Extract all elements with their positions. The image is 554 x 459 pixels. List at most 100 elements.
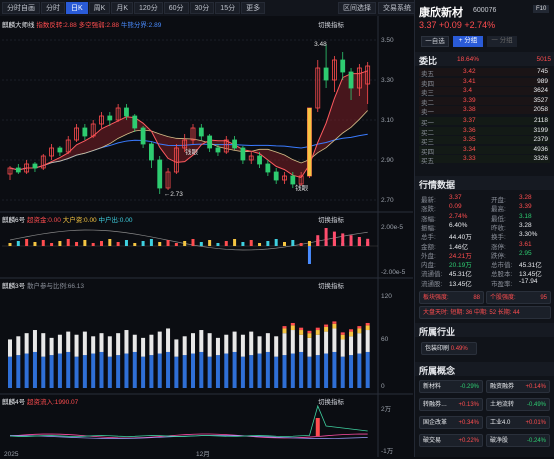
- stack-bar-white: [191, 333, 195, 354]
- ask-row[interactable]: 卖三 3.4 3624: [419, 87, 550, 97]
- switch-indicator-button-4[interactable]: 切换指标: [318, 399, 344, 406]
- bid-row[interactable]: 买二 3.36 3199: [419, 126, 550, 137]
- stack-bar-white: [116, 333, 121, 356]
- stack-bar-blue: [157, 353, 162, 388]
- chart-svg[interactable]: 3.503.303.102.902.703.48←2.73钱眼钱眼2.00e-5…: [0, 16, 413, 458]
- switch-indicator-button-1[interactable]: 切换指标: [318, 22, 344, 29]
- tab-6[interactable]: 60分: [163, 2, 189, 14]
- concept-tag[interactable]: 融资融券 +0.14%: [486, 380, 550, 393]
- stack-bar-white: [207, 333, 212, 357]
- tab-4[interactable]: 月K: [111, 2, 134, 14]
- tab-9[interactable]: 更多: [241, 2, 266, 14]
- stack-bar-blue: [116, 355, 121, 388]
- tab-7[interactable]: 30分: [189, 2, 215, 14]
- candle-body: [99, 115, 104, 125]
- tab-0[interactable]: 分时自画: [2, 2, 40, 14]
- concept-tag[interactable]: 新材料 -0.29%: [419, 380, 483, 393]
- flow-line-3: [9, 404, 368, 437]
- watchlist-button[interactable]: 一自选: [421, 36, 449, 47]
- stack-bar-white: [265, 333, 270, 352]
- stack-bar-white: [299, 334, 304, 352]
- concept-tag[interactable]: 工业4.0 +0.01%: [486, 416, 550, 429]
- quote-cell: 44.40万: [449, 234, 472, 242]
- candle-body: [124, 107, 129, 117]
- concept-name: 土地流转: [490, 402, 515, 408]
- stack-bar-white: [282, 333, 287, 356]
- switch-indicator-button-3[interactable]: 切换指标: [318, 283, 344, 290]
- concept-tag[interactable]: 土地流转 -0.49%: [486, 398, 550, 411]
- quote-row: 流通股: 13.45亿 市盈率: -17.94: [419, 278, 550, 288]
- stack-bar-red: [357, 326, 362, 329]
- price-line: 3.37 +0.09 +2.74%: [419, 20, 496, 30]
- quote-cell: 最高:: [491, 206, 506, 214]
- quote-cell: 金额:: [421, 243, 436, 251]
- group-remove-button[interactable]: 一 分组: [487, 36, 517, 47]
- concept-tag[interactable]: 破净股 -0.24%: [486, 434, 550, 447]
- quote-row: 内盘: 20.19万 总市值: 45.31亿: [419, 259, 550, 269]
- stack-bar-red: [340, 332, 345, 335]
- bid-row[interactable]: 买一 3.37 2118: [419, 117, 550, 127]
- stack-bar-white: [91, 336, 96, 354]
- stack-bar-blue: [365, 351, 370, 388]
- stack-bar-blue: [174, 356, 179, 388]
- toolbar-right-button-1[interactable]: 交易系统: [378, 2, 416, 14]
- stack-bar-white: [199, 330, 204, 352]
- candle-body: [115, 107, 121, 121]
- concept-change: -0.29%: [459, 384, 479, 390]
- ask-row[interactable]: 卖二 3.39 3527: [419, 96, 550, 107]
- book-cell: 买一: [421, 120, 434, 127]
- concept-tag[interactable]: 转融券… +0.13%: [419, 398, 483, 411]
- quote-cell: 13.45亿: [449, 280, 472, 288]
- stack-bar-white: [315, 334, 320, 356]
- quote-cell: 总手:: [421, 234, 436, 242]
- concept-name: 破交易: [423, 438, 442, 444]
- concept-tag[interactable]: 破交易 +0.22%: [419, 434, 483, 447]
- concept-name: 工业4.0: [490, 420, 511, 426]
- candle-body: [240, 147, 246, 161]
- tab-2[interactable]: 日K: [66, 2, 88, 14]
- group-button[interactable]: + 分组: [453, 36, 483, 47]
- indicator-bar: [16, 241, 20, 246]
- annotation-mark: 钱眼: [295, 183, 309, 192]
- bid-row[interactable]: 买五 3.33 3326: [419, 155, 550, 165]
- book-cell: 3.42: [463, 68, 476, 75]
- indicator-bar: [166, 240, 170, 246]
- stack-bar-blue: [66, 351, 71, 388]
- ask-row[interactable]: 卖四 3.41 989: [419, 77, 550, 88]
- candle-body: [57, 147, 63, 153]
- bid-row[interactable]: 买四 3.34 4936: [419, 145, 550, 156]
- industry-tag[interactable]: 包装印刷 0.49%: [421, 342, 477, 355]
- tab-5[interactable]: 120分: [134, 2, 163, 14]
- book-cell: 卖二: [421, 99, 434, 107]
- y-tick-label: 3.50: [381, 37, 394, 44]
- tab-8[interactable]: 15分: [215, 2, 241, 14]
- tab-3[interactable]: 周K: [88, 2, 111, 14]
- concept-name: 破净股: [490, 438, 509, 444]
- candle-body: [356, 67, 362, 89]
- stack-bar-white: [41, 333, 46, 357]
- indicator-bar: [233, 239, 237, 246]
- concept-header: 所属概念: [415, 362, 554, 376]
- concept-change: -0.49%: [526, 402, 546, 408]
- book-cell: 买三: [421, 139, 434, 146]
- candle-body: [215, 147, 221, 153]
- bid-row[interactable]: 买三 3.35 2379: [419, 136, 550, 146]
- stack-bar-blue: [340, 356, 345, 388]
- concept-tag[interactable]: 国企改革 +0.34%: [419, 416, 483, 429]
- stack-bar-white: [340, 339, 345, 357]
- quote-cell: 最低:: [491, 215, 506, 223]
- stack-bar-blue: [141, 356, 146, 388]
- y-tick-label: -2.00e-5: [381, 269, 406, 276]
- ask-row[interactable]: 卖五 3.42 745: [419, 68, 550, 78]
- stack-bar-blue: [8, 356, 12, 388]
- toolbar-right-button-0[interactable]: 区间选择: [338, 2, 376, 14]
- ask-row[interactable]: 卖一 3.38 2058: [419, 106, 550, 116]
- stack-bar-blue: [91, 353, 96, 388]
- stack-bar-white: [141, 337, 146, 357]
- stack-bar-red: [324, 324, 329, 327]
- book-cell: 2058: [533, 106, 548, 113]
- switch-indicator-button-2[interactable]: 切换指标: [318, 217, 344, 224]
- f10-button[interactable]: F10: [533, 5, 550, 13]
- indicator-bar: [66, 239, 70, 246]
- tab-1[interactable]: 分时: [41, 2, 65, 14]
